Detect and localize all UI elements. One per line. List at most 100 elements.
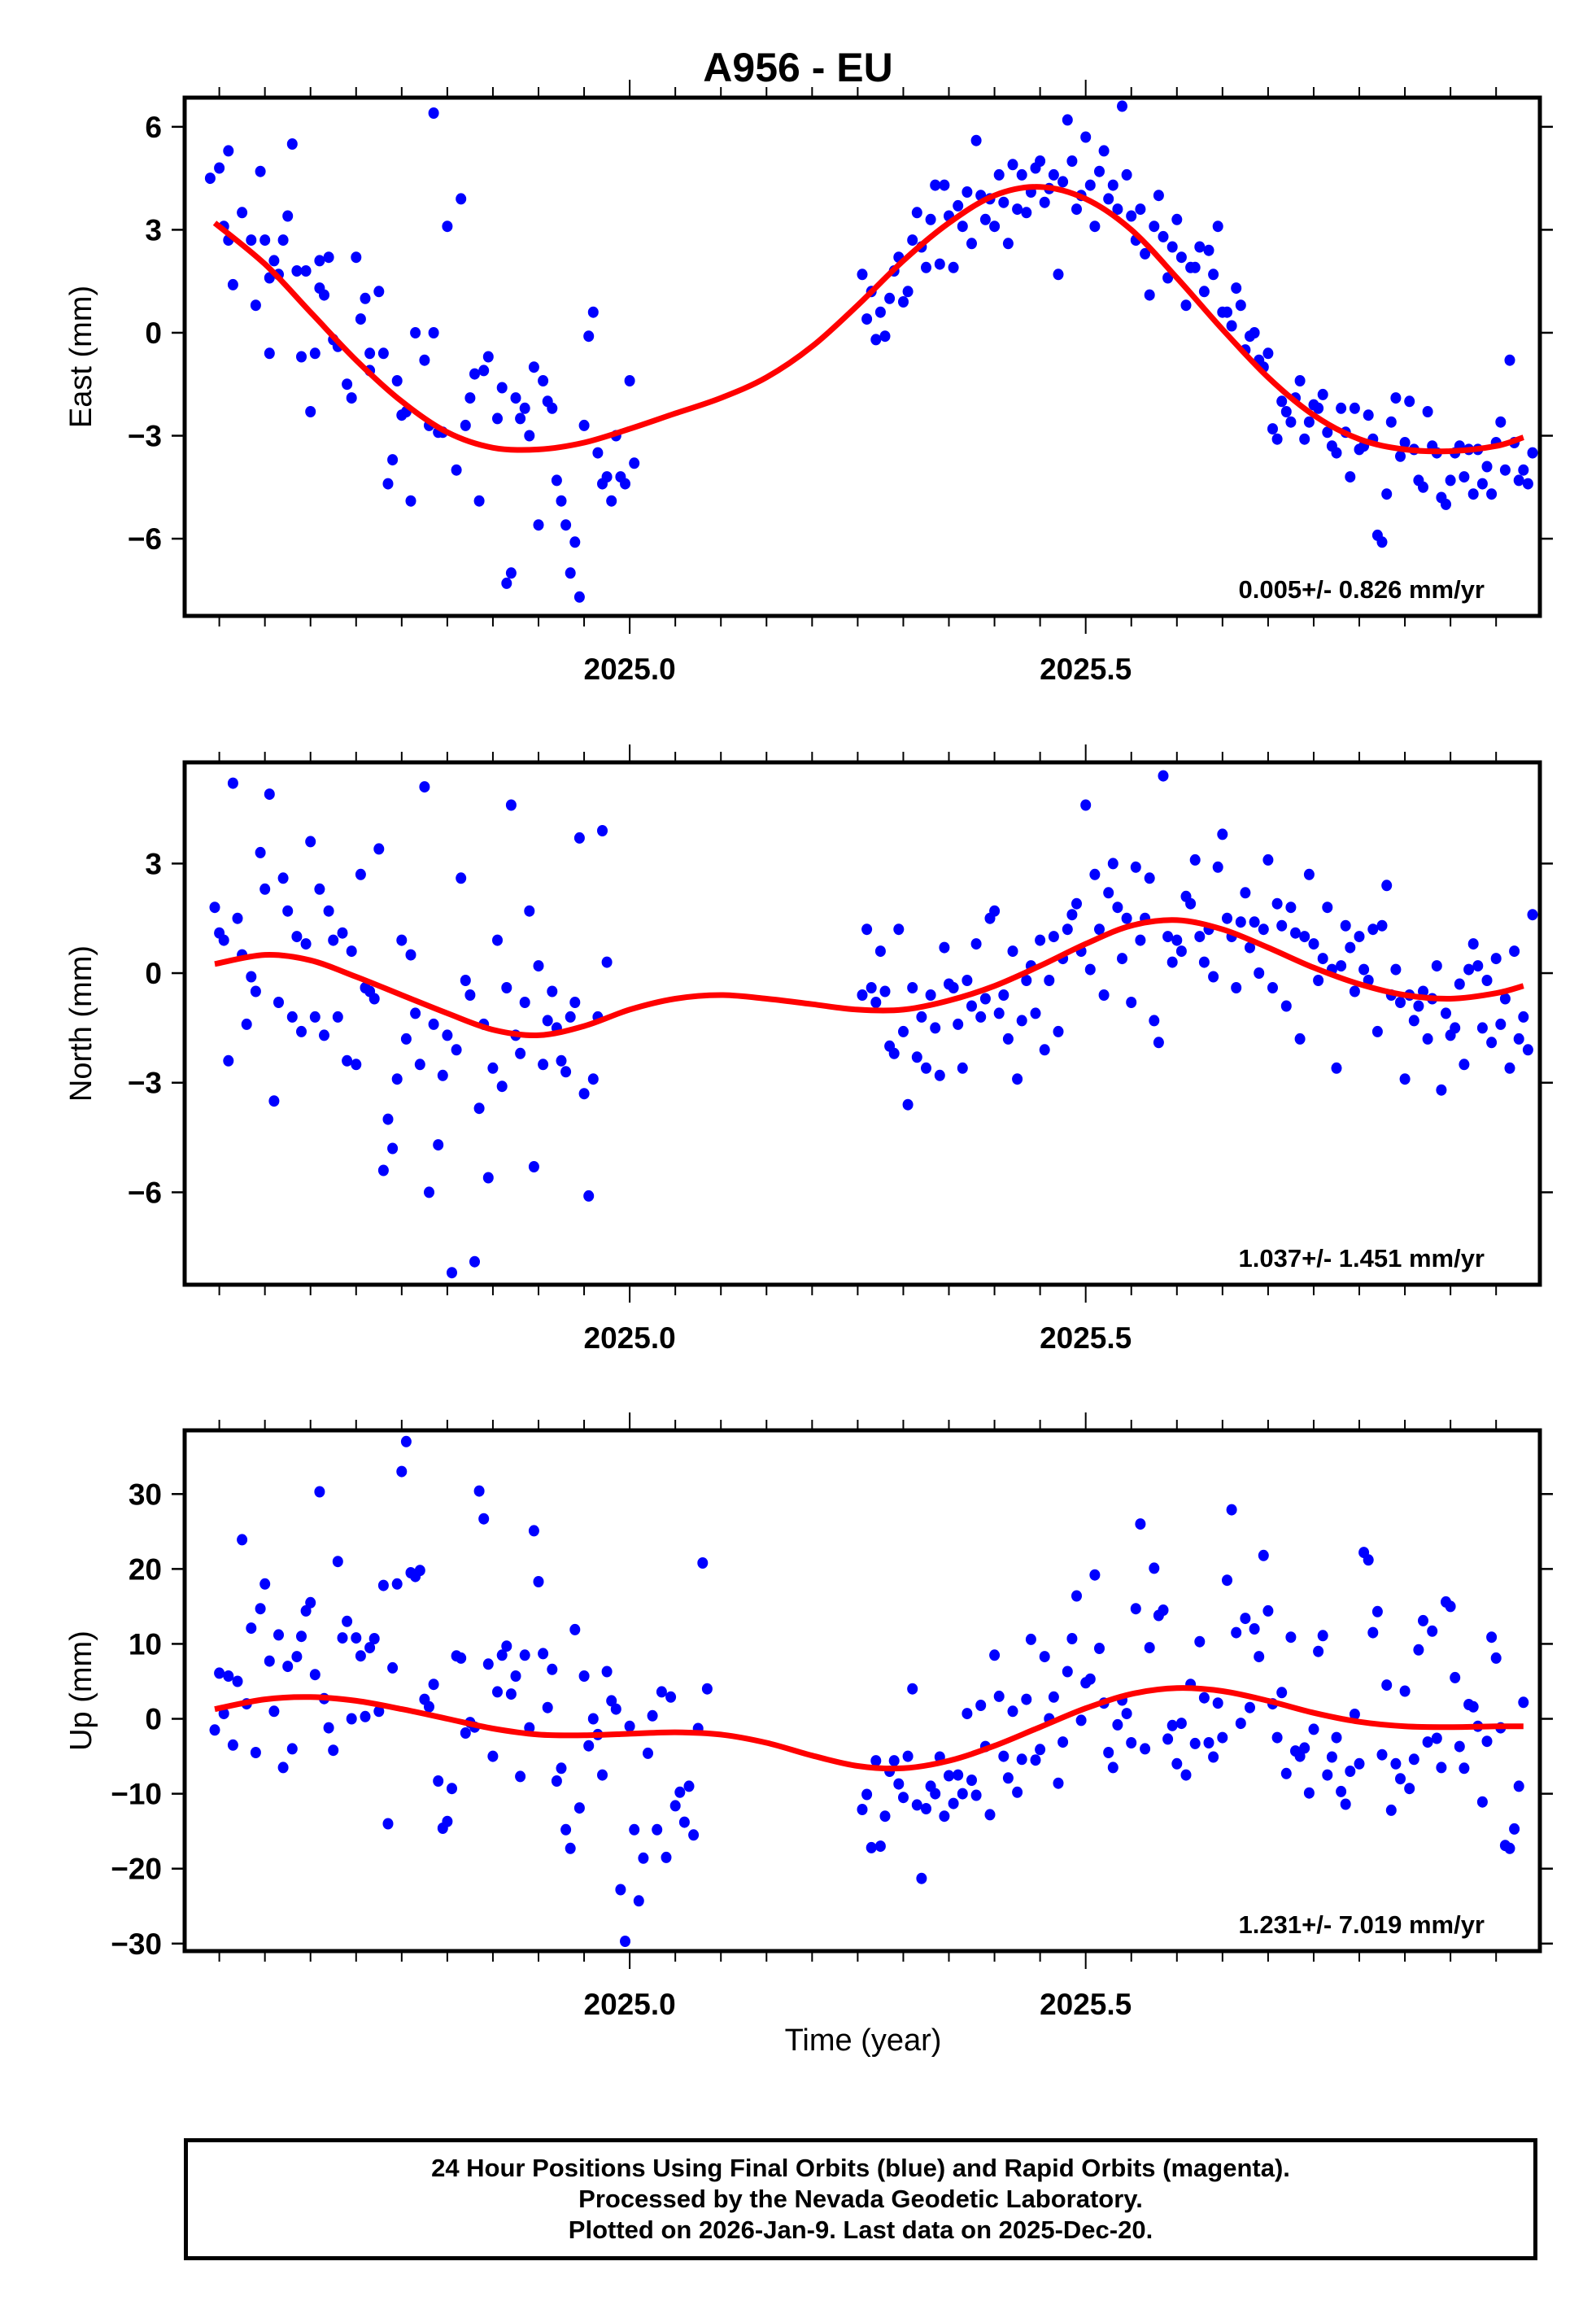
east-data-point [569, 536, 581, 548]
east-data-point [1285, 416, 1297, 428]
east-data-point [1094, 165, 1105, 177]
up-data-point [300, 1604, 312, 1617]
north-data-point [1381, 880, 1393, 892]
up-data-point [1135, 1518, 1146, 1530]
up-data-point [424, 1700, 434, 1713]
north-data-point [1007, 945, 1018, 958]
up-data-point [277, 1761, 289, 1774]
east-data-point [1235, 299, 1246, 312]
up-data-point [652, 1823, 663, 1836]
east-data-point [419, 354, 430, 366]
east-data-point [364, 347, 376, 360]
east-data-point [1527, 447, 1538, 459]
up-data-point [665, 1691, 677, 1703]
north-data-point [998, 989, 1009, 1001]
north-data-point [989, 905, 1001, 917]
north-data-point [428, 1018, 439, 1030]
north-data-point [377, 1164, 389, 1177]
up-data-point [1030, 1754, 1041, 1766]
east-data-point [1390, 392, 1402, 404]
up-data-point [291, 1651, 303, 1663]
east-data-point [1476, 478, 1488, 490]
north-data-point [1408, 1015, 1419, 1027]
east-data-point [578, 419, 590, 431]
up-data-point [1467, 1700, 1479, 1713]
up-plot-frame [182, 1428, 1542, 1954]
north-data-point [1098, 989, 1110, 1001]
up-data-point [1518, 1696, 1529, 1709]
up-data-point [1194, 1635, 1206, 1648]
north-data-point [1390, 963, 1402, 976]
east-data-point [1267, 423, 1278, 435]
up-data-point [282, 1661, 294, 1673]
east-y-tick-label: −6 [128, 522, 162, 556]
north-data-point [487, 1062, 499, 1074]
north-data-point [319, 1029, 329, 1041]
east-data-point [1262, 347, 1274, 360]
up-data-point [921, 1803, 931, 1814]
east-data-point [624, 375, 635, 386]
up-data-point [1431, 1732, 1442, 1744]
up-data-point [1363, 1554, 1374, 1566]
up-y-tick-label: 30 [129, 1478, 162, 1511]
up-data-point [342, 1615, 353, 1627]
up-data-point [1354, 1757, 1365, 1770]
east-data-point [1039, 196, 1050, 208]
up-data-point [1326, 1751, 1337, 1763]
east-data-point [1194, 241, 1206, 253]
up-data-point [1371, 1605, 1383, 1617]
east-data-point [1276, 395, 1288, 408]
up-data-point [870, 1755, 882, 1767]
north-data-point [209, 901, 220, 914]
north-data-point [1208, 971, 1219, 983]
east-data-point [911, 207, 922, 219]
up-data-point [907, 1683, 918, 1695]
east-data-point [1317, 388, 1328, 400]
east-data-point [277, 234, 289, 247]
north-data-point [1367, 923, 1379, 936]
up-data-point [556, 1762, 567, 1775]
north-data-point [482, 1172, 494, 1184]
up-data-point [1121, 1708, 1132, 1720]
east-data-point [1144, 289, 1155, 301]
east-data-point [870, 334, 882, 346]
up-data-point [492, 1686, 503, 1698]
north-data-point [328, 934, 339, 946]
north-data-point [1002, 1032, 1014, 1045]
east-data-point [957, 220, 968, 233]
up-data-point [1486, 1631, 1498, 1644]
east-data-point [1002, 238, 1014, 250]
north-data-point [879, 985, 891, 998]
up-data-point [296, 1631, 307, 1643]
north-data-point [911, 1051, 922, 1063]
up-data-point [1303, 1787, 1315, 1799]
up-data-point [1376, 1748, 1388, 1761]
north-data-point [861, 923, 873, 936]
north-data-point [1039, 1044, 1050, 1056]
north-data-point [351, 1059, 362, 1071]
up-data-point [1294, 1750, 1306, 1762]
north-data-point [1454, 978, 1465, 990]
east-data-point [1299, 433, 1310, 445]
north-fit-curve [214, 917, 1524, 1038]
north-data-point [1422, 1032, 1433, 1045]
up-data-point [538, 1648, 549, 1660]
north-data-point [1117, 953, 1127, 965]
east-data-point [1107, 179, 1119, 191]
north-data-point [342, 1054, 353, 1067]
up-data-point [1245, 1701, 1255, 1713]
east-data-point [1467, 488, 1479, 500]
north-data-point [1103, 887, 1114, 899]
up-data-point [1418, 1614, 1428, 1626]
north-data-point [565, 1011, 576, 1023]
east-data-point [346, 392, 357, 404]
up-data-point [1217, 1731, 1228, 1744]
up-data-point [1075, 1714, 1087, 1727]
north-data-point [1094, 923, 1105, 936]
north-data-point [1450, 1022, 1461, 1034]
north-data-point [1317, 953, 1328, 965]
north-data-point [433, 1139, 444, 1151]
up-panel: 2025.0 2025.5 30 20 10 0 −10 −20 −30 Up (mm) 1.2… [64, 1412, 1553, 2021]
up-data-point [1126, 1737, 1137, 1748]
east-data-point [1495, 416, 1507, 428]
